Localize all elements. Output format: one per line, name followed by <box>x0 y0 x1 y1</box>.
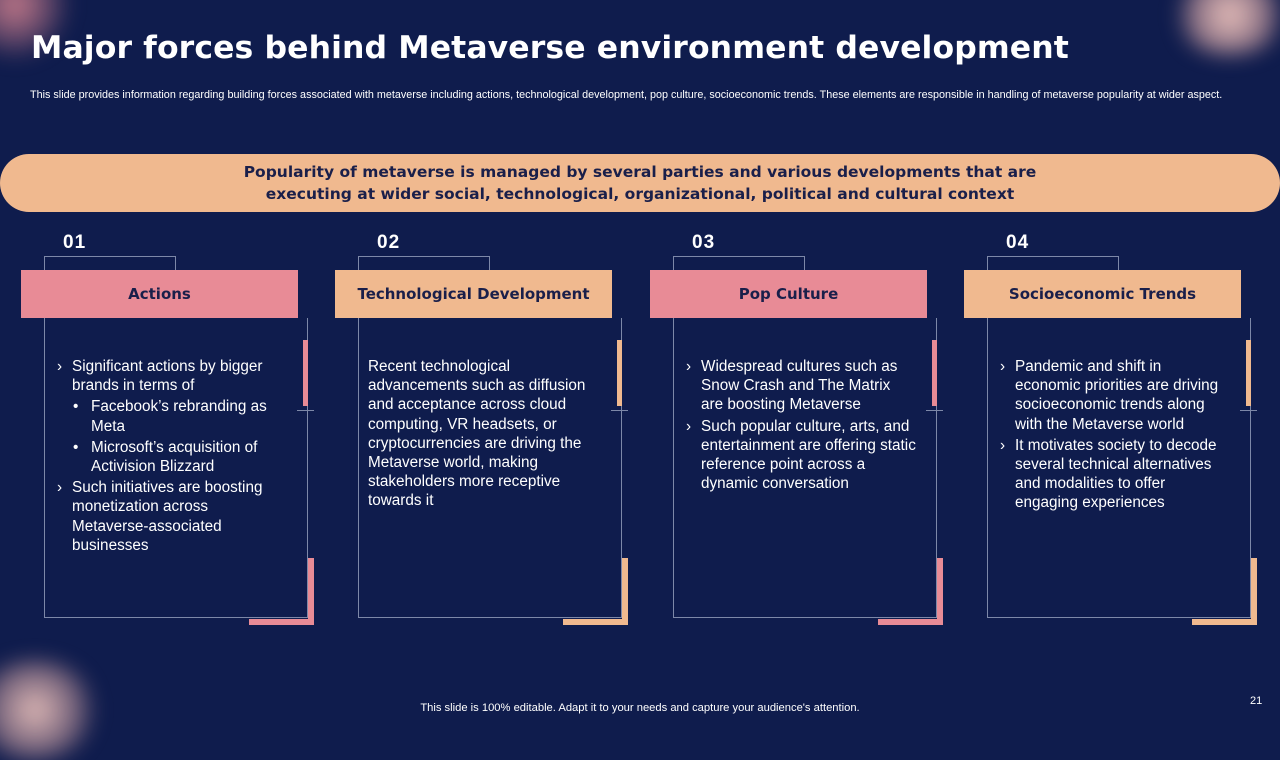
summary-banner: Popularity of metaverse is managed by se… <box>0 154 1280 212</box>
accent-bar <box>617 340 622 406</box>
force-column-actions: 01 Actions Significant actions by bigger… <box>21 232 321 632</box>
page-number: 21 <box>1250 695 1263 707</box>
number-bracket <box>358 256 490 273</box>
accent-tick <box>297 410 314 411</box>
force-column-socioeconomic-trends: 04 Socioeconomic Trends Pandemic and shi… <box>964 232 1264 632</box>
accent-tick <box>1240 410 1257 411</box>
bullet-point: Significant actions by bigger brands in … <box>57 357 287 476</box>
corner-accent-horizontal <box>1192 619 1257 625</box>
force-column-technological-development: 02 Technological Development Recent tech… <box>335 232 635 632</box>
accent-bar <box>303 340 308 406</box>
bullet-text: Significant actions by bigger brands in … <box>72 358 263 395</box>
corner-accent-vertical <box>1251 558 1257 625</box>
corner-accent-vertical <box>622 558 628 625</box>
summary-banner-text: Popularity of metaverse is managed by se… <box>243 163 1037 203</box>
number-bracket <box>673 256 805 273</box>
accent-bar <box>1246 340 1251 406</box>
number-bracket <box>44 256 176 273</box>
column-number: 04 <box>1006 232 1030 253</box>
corner-accent-vertical <box>308 558 314 625</box>
column-number: 02 <box>377 232 401 253</box>
footer-note: This slide is 100% editable. Adapt it to… <box>420 702 860 714</box>
column-header: Socioeconomic Trends <box>964 270 1241 318</box>
column-content: Significant actions by bigger brands in … <box>57 357 287 557</box>
column-number: 03 <box>692 232 716 253</box>
slide-title: Major forces behind Metaverse environmen… <box>31 30 1069 66</box>
column-content: Widespread cultures such as Snow Crash a… <box>686 357 916 495</box>
number-bracket <box>987 256 1119 273</box>
accent-tick <box>611 410 628 411</box>
column-content: Recent technological advancements such a… <box>368 357 598 511</box>
column-header: Pop Culture <box>650 270 927 318</box>
sub-bullet-point: Microsoft’s acquisition of Activision Bl… <box>72 438 287 476</box>
force-column-pop-culture: 03 Pop Culture Widespread cultures such … <box>650 232 950 632</box>
column-header: Actions <box>21 270 298 318</box>
content-frame <box>987 318 1251 618</box>
corner-accent-vertical <box>937 558 943 625</box>
column-paragraph: Recent technological advancements such a… <box>368 358 586 510</box>
accent-bar <box>932 340 937 406</box>
corner-accent-horizontal <box>878 619 943 625</box>
bullet-point: It motivates society to decode several t… <box>1000 436 1230 513</box>
slide-subtitle: This slide provides information regardin… <box>30 89 1223 101</box>
accent-tick <box>926 410 943 411</box>
corner-accent-horizontal <box>249 619 314 625</box>
content-frame <box>358 318 622 618</box>
column-content: Pandemic and shift in economic prioritie… <box>1000 357 1230 515</box>
decorative-glow-top-right <box>1170 0 1280 55</box>
sub-bullet-point: Facebook’s rebranding as Meta <box>72 397 287 435</box>
bullet-point: Such popular culture, arts, and entertai… <box>686 417 916 494</box>
bullet-point: Such initiatives are boosting monetizati… <box>57 478 287 555</box>
corner-accent-horizontal <box>563 619 628 625</box>
column-number: 01 <box>63 232 87 253</box>
column-header: Technological Development <box>335 270 612 318</box>
content-frame <box>673 318 937 618</box>
content-frame <box>44 318 308 618</box>
bullet-point: Pandemic and shift in economic prioritie… <box>1000 357 1230 434</box>
bullet-point: Widespread cultures such as Snow Crash a… <box>686 357 916 415</box>
